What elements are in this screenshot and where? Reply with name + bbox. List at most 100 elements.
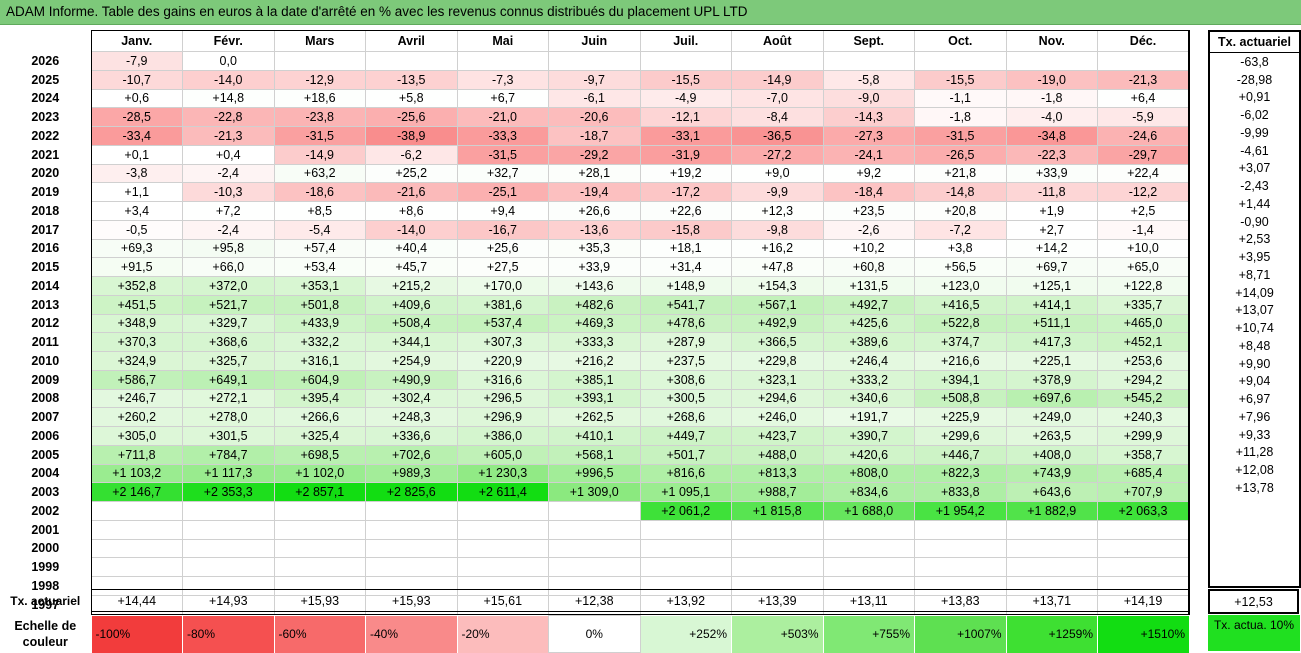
year-label: 1997: [31, 597, 60, 612]
gain-cell: [639, 538, 732, 558]
gain-cell: +262,5: [548, 407, 640, 427]
gain-cell: -11,8: [1005, 182, 1098, 202]
gain-cell: [90, 538, 183, 558]
gain-cell: +784,7: [182, 444, 274, 464]
gain-cell: +1 688,0: [822, 501, 915, 521]
gain-cell: [456, 51, 549, 71]
gain-cell: +31,4: [639, 257, 732, 277]
footer-rate-4: +15,93: [365, 589, 457, 612]
table-row: 2012 +348,9 +329,7 +433,9 +508,4 +537,4 +469,3…: [0, 313, 1190, 333]
gain-cell: -26,5: [914, 144, 1006, 164]
footer-rate-9: +13,11: [822, 589, 915, 612]
legend-swatch: -80%: [182, 615, 274, 653]
gain-cell: +353,1: [273, 276, 366, 296]
gain-cell: +834,6: [822, 482, 915, 502]
gain-cell: [731, 538, 823, 558]
gain-cell: [1097, 557, 1190, 577]
rate-cell: -2,43: [1240, 179, 1269, 194]
rate-row: [1209, 568, 1300, 587]
gain-cell: +1 815,8: [731, 501, 823, 521]
gain-cell: +586,7: [90, 369, 183, 389]
year-label: 2010: [31, 353, 60, 368]
footer-rate-2: +14,93: [182, 589, 274, 612]
gain-cell: +488,0: [731, 444, 823, 464]
gain-cell: [1005, 538, 1098, 558]
year-label: 2004: [31, 466, 60, 481]
month-header-12: Déc.: [1097, 30, 1190, 52]
year-label: 2019: [31, 185, 60, 200]
gain-cell: +47,8: [731, 257, 823, 277]
gain-cell: +3,8: [914, 238, 1006, 258]
gain-cell: [548, 519, 640, 539]
gain-cell: -20,6: [548, 107, 640, 127]
rate-10-legend: Tx. actua. 10%: [1208, 615, 1300, 651]
gain-cell: +246,7: [90, 388, 183, 408]
gain-cell: +492,7: [822, 294, 915, 314]
gain-cell: +649,1: [182, 369, 274, 389]
gain-cell: +25,2: [365, 163, 457, 183]
rate-row: +9,04: [1209, 373, 1300, 391]
gain-cell: +501,8: [273, 294, 366, 314]
legend-swatch: +503%: [731, 615, 823, 653]
gain-cell: +10,0: [1097, 238, 1190, 258]
gain-cell: +1 103,2: [90, 463, 183, 483]
gain-cell: +300,5: [639, 388, 732, 408]
table-row: 2010 +324,9 +325,7 +316,1 +254,9 +220,9 +216,2…: [0, 351, 1190, 371]
rate-row: +9,33: [1209, 426, 1300, 444]
gain-cell: -2,6: [822, 219, 915, 239]
rate-row: +1,44: [1209, 195, 1300, 213]
gain-cell: -22,8: [182, 107, 274, 127]
gain-cell: +395,4: [273, 388, 366, 408]
gain-cell: +370,3: [90, 332, 183, 352]
rate-cell: +3,07: [1238, 161, 1271, 176]
rate-cell: +12,08: [1235, 463, 1274, 478]
gain-cell: +2 611,4: [456, 482, 549, 502]
gain-cell: -1,8: [914, 107, 1006, 127]
gain-cell: +604,9: [273, 369, 366, 389]
gain-cell: +408,0: [1005, 444, 1098, 464]
gain-cell: +333,2: [822, 369, 915, 389]
gain-cell: +131,5: [822, 276, 915, 296]
gain-cell: -5,9: [1097, 107, 1190, 127]
footer-rate-3: +15,93: [273, 589, 366, 612]
gain-cell: [456, 538, 549, 558]
gain-cell: +123,0: [914, 276, 1006, 296]
table-row: 2024 +0,6 +14,8 +18,6 +5,8 +6,7 -6,1 -4,9 -7,0 -9…: [0, 88, 1190, 108]
gain-cell: +33,9: [548, 257, 640, 277]
gain-cell: +154,3: [731, 276, 823, 296]
table-row: 2003 +2 146,7 +2 353,3 +2 857,1 +2 825,6 +2 6…: [0, 482, 1190, 502]
gain-cell: -13,5: [365, 69, 457, 89]
gain-cell: +28,1: [548, 163, 640, 183]
gain-cell: -13,6: [548, 219, 640, 239]
table-row: 2005 +711,8 +784,7 +698,5 +702,6 +605,0 +568,1…: [0, 444, 1190, 464]
color-scale-legend: Echelle de couleur -100% -80% -60% -40% -20%…: [0, 615, 1189, 653]
gain-cell: +287,9: [639, 332, 732, 352]
table-row: 2025 -10,7 -14,0 -12,9 -13,5 -7,3 -9,7 -15,5 -14…: [0, 69, 1190, 89]
rate-10-label: Tx. actua. 10%: [1213, 618, 1295, 632]
year-label: 2022: [31, 128, 60, 143]
gain-cell: [914, 51, 1006, 71]
table-row: 2015 +91,5 +66,0 +53,4 +45,7 +27,5 +33,9 +31,4 +…: [0, 257, 1190, 277]
table-row: 2019 +1,1 -10,3 -18,6 -21,6 -25,1 -19,4 -17,2 -9…: [0, 182, 1190, 202]
gains-table: Janv. Févr. Mars Avril Mai Juin Juil. Août Sept.…: [0, 30, 1190, 615]
year-label: 2017: [31, 222, 60, 237]
footer-rate-8: +13,39: [731, 589, 823, 612]
year-label: 2012: [31, 316, 60, 331]
rate-header: Tx. actuariel: [1209, 31, 1300, 53]
gain-cell: +323,1: [731, 369, 823, 389]
gain-cell: +698,5: [273, 444, 366, 464]
gain-cell: +508,8: [914, 388, 1006, 408]
gain-cell: +316,6: [456, 369, 549, 389]
year-label: 2016: [31, 241, 60, 256]
gain-cell: +409,6: [365, 294, 457, 314]
gain-cell: [731, 51, 823, 71]
gain-cell: [1097, 51, 1190, 71]
rate-cell: [1209, 497, 1300, 515]
gain-cell: [456, 557, 549, 577]
gain-cell: +332,2: [273, 332, 366, 352]
gain-cell: -0,5: [90, 219, 183, 239]
gain-cell: +246,4: [822, 351, 915, 371]
gain-cell: -7,0: [731, 88, 823, 108]
legend-swatch: -100%: [90, 615, 183, 653]
gain-cell: -9,7: [548, 69, 640, 89]
